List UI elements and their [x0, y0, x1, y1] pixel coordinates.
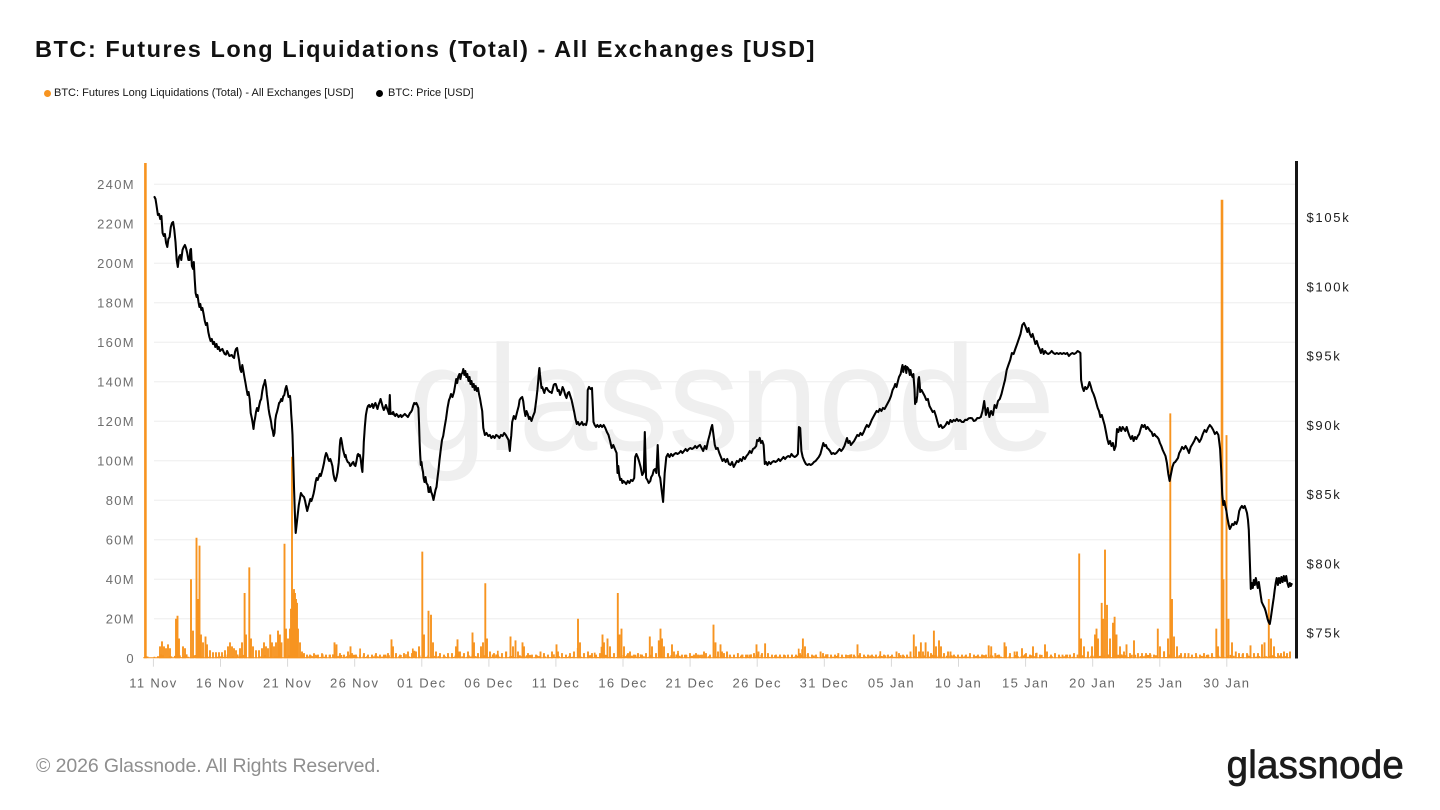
- svg-text:$100k: $100k: [1307, 279, 1351, 294]
- svg-text:10 Jan: 10 Jan: [935, 676, 982, 691]
- svg-text:$80k: $80k: [1307, 556, 1342, 571]
- svg-text:25 Jan: 25 Jan: [1136, 676, 1183, 691]
- svg-text:30 Jan: 30 Jan: [1203, 676, 1250, 691]
- svg-text:26 Dec: 26 Dec: [733, 676, 782, 691]
- svg-text:160M: 160M: [97, 335, 135, 350]
- svg-text:60M: 60M: [106, 532, 135, 547]
- svg-text:11 Dec: 11 Dec: [532, 676, 580, 691]
- svg-text:20 Jan: 20 Jan: [1069, 676, 1116, 691]
- svg-text:15 Jan: 15 Jan: [1002, 676, 1049, 691]
- svg-text:0: 0: [126, 651, 135, 666]
- svg-text:220M: 220M: [97, 217, 135, 232]
- svg-text:40M: 40M: [106, 572, 135, 587]
- svg-text:180M: 180M: [97, 296, 135, 311]
- svg-text:01 Dec: 01 Dec: [397, 676, 446, 691]
- svg-text:20M: 20M: [106, 611, 135, 626]
- svg-text:120M: 120M: [97, 414, 135, 429]
- svg-text:31 Dec: 31 Dec: [800, 676, 849, 691]
- svg-text:$90k: $90k: [1307, 418, 1342, 433]
- svg-text:$105k: $105k: [1307, 210, 1351, 225]
- svg-text:$75k: $75k: [1307, 626, 1342, 641]
- svg-text:26 Nov: 26 Nov: [330, 676, 379, 691]
- svg-text:21 Nov: 21 Nov: [263, 676, 312, 691]
- svg-text:16 Nov: 16 Nov: [196, 676, 245, 691]
- svg-text:80M: 80M: [106, 493, 135, 508]
- svg-text:$95k: $95k: [1307, 349, 1342, 364]
- svg-text:100M: 100M: [97, 453, 135, 468]
- svg-text:06 Dec: 06 Dec: [464, 676, 513, 691]
- svg-text:glassnode: glassnode: [408, 314, 1055, 482]
- svg-text:16 Dec: 16 Dec: [598, 676, 647, 691]
- svg-text:140M: 140M: [97, 375, 135, 390]
- svg-text:05 Jan: 05 Jan: [868, 676, 915, 691]
- svg-text:$85k: $85k: [1307, 487, 1342, 502]
- svg-text:200M: 200M: [97, 256, 135, 271]
- svg-text:21 Dec: 21 Dec: [665, 676, 714, 691]
- svg-text:240M: 240M: [97, 177, 135, 192]
- svg-text:11 Nov: 11 Nov: [129, 676, 177, 691]
